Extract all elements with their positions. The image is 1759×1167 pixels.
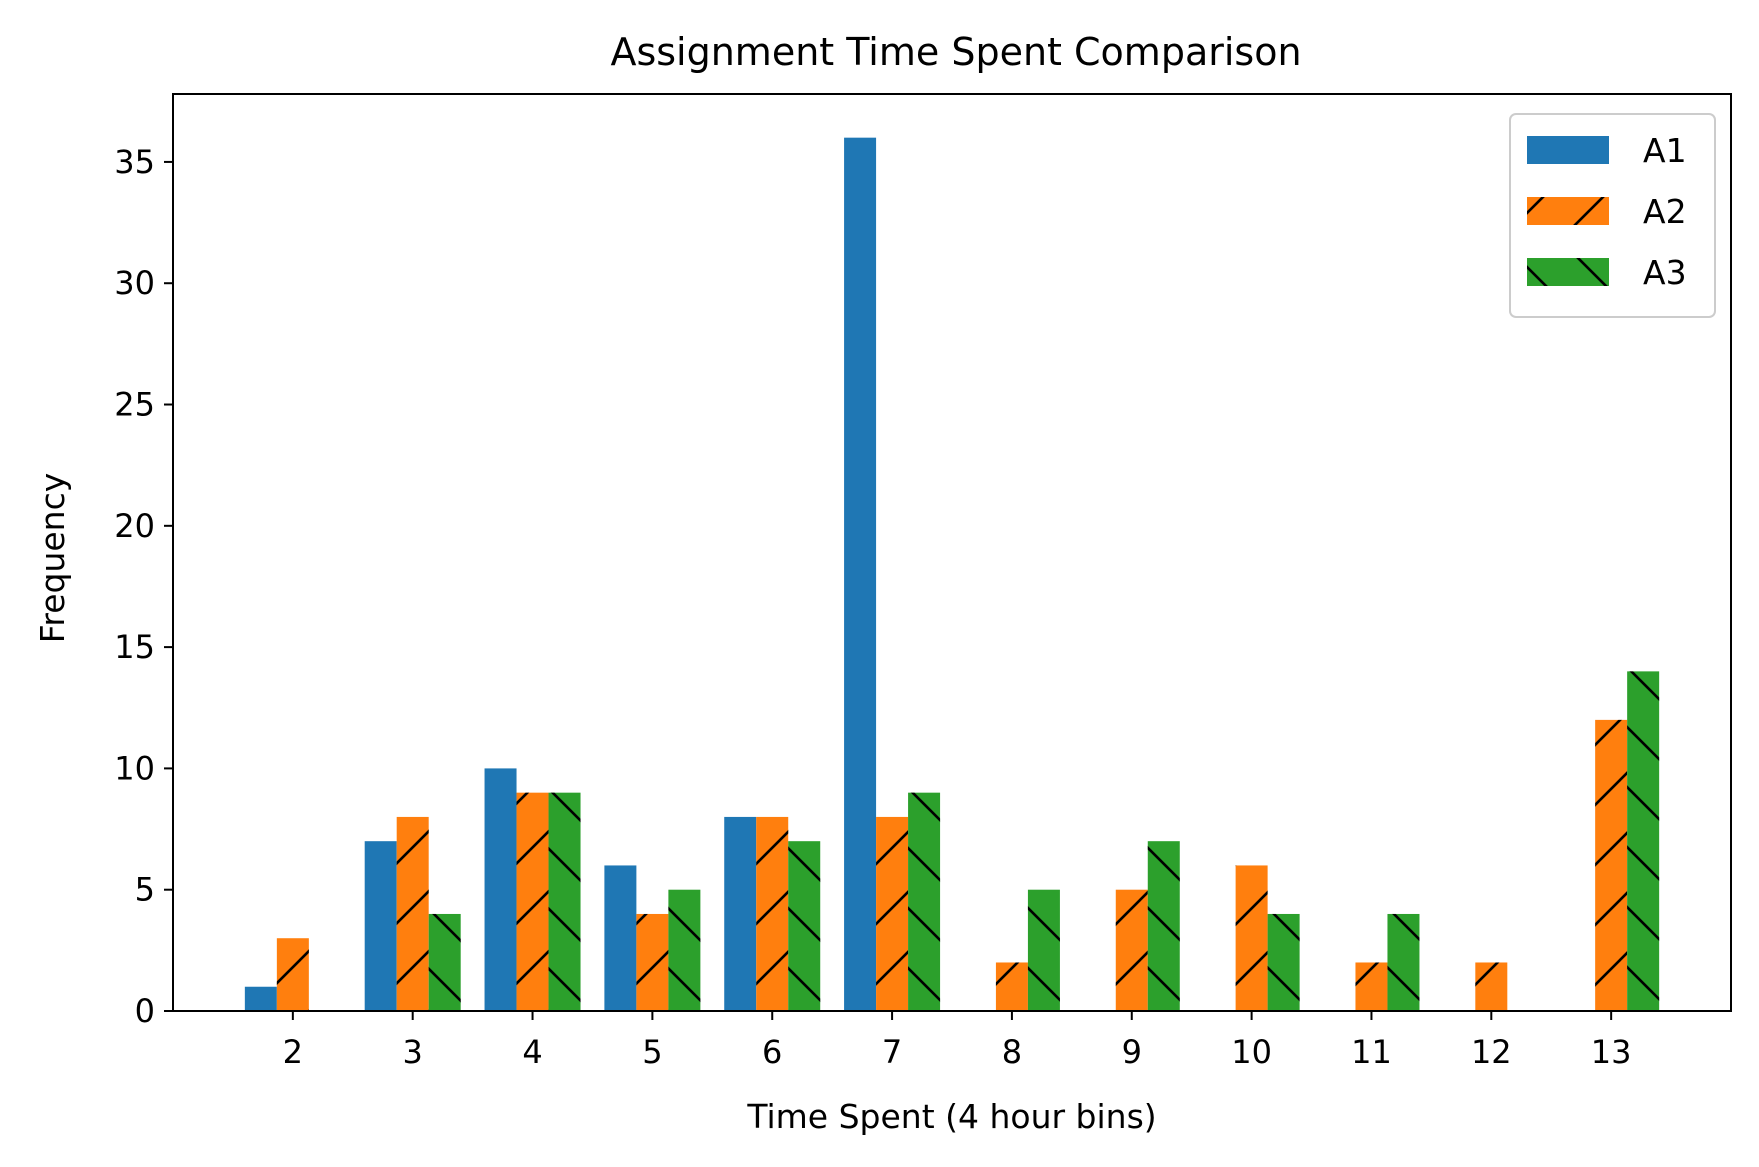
x-tick-label: 13 [1591,1033,1632,1071]
y-tick-label: 15 [114,628,155,666]
bar-a2-10 [1235,865,1268,1011]
x-tick-label: 3 [403,1033,423,1071]
bar-a2-7 [876,816,909,1011]
bar-a2-3 [396,816,429,1011]
x-tick-label: 5 [642,1033,662,1071]
legend: A1 A2 A3 [1509,113,1716,318]
y-tick-label: 25 [114,386,155,424]
legend-label: A3 [1643,253,1687,292]
bar-a1-7 [844,137,877,1011]
bar-a3-11 [1387,913,1420,1011]
chart-title: Assignment Time Spent Comparison [610,30,1301,74]
x-tick-label: 10 [1231,1033,1272,1071]
x-tick-label: 4 [522,1033,542,1071]
bar-a3-13 [1627,671,1660,1011]
x-axis: 2 3 4 5 6 7 8 9 10 11 12 13 [283,1011,1632,1071]
bar-a1-5 [604,865,637,1011]
bar-a1-4 [484,768,517,1011]
x-tick-label: 2 [283,1033,303,1071]
x-tick-label: 7 [882,1033,902,1071]
x-tick-label: 9 [1122,1033,1142,1071]
bar-a1-3 [364,841,397,1011]
plot-area-frame [172,93,1732,1012]
x-tick-label: 12 [1471,1033,1512,1071]
bar-a2-11 [1355,962,1388,1011]
bar-a2-4 [516,792,549,1011]
y-axis-label: Frequency [33,473,72,643]
bar-a1-2 [244,986,277,1011]
bar-a2-6 [756,816,789,1011]
legend-item-a1: A1 [1527,131,1687,170]
bar-a3-7 [908,792,941,1011]
x-tick-label: 8 [1002,1033,1022,1071]
bar-a3-8 [1027,889,1060,1011]
bar-a2-8 [995,962,1028,1011]
bar-a3-3 [428,913,461,1011]
y-tick-label: 35 [114,143,155,181]
x-tick-label: 11 [1351,1033,1392,1071]
legend-swatch [1527,136,1609,164]
y-axis: 0 5 10 15 20 25 30 35 [114,143,173,1030]
x-tick-label: 6 [762,1033,782,1071]
bar-a2-13 [1595,719,1628,1011]
bars-layer [244,137,1660,1011]
y-tick-label: 30 [114,264,155,302]
x-axis-label: Time Spent (4 hour bins) [746,1097,1156,1136]
bar-a2-2 [276,938,309,1011]
y-tick-label: 0 [135,992,155,1030]
y-tick-label: 5 [135,871,155,909]
bar-a2-12 [1475,962,1508,1011]
y-tick-label: 10 [114,749,155,787]
bar-a3-4 [548,792,581,1011]
bar-a2-5 [636,913,669,1011]
legend-item-a2: A2 [1527,192,1687,231]
legend-item-a3: A3 [1527,253,1687,292]
legend-label: A2 [1643,192,1687,231]
bar-a3-6 [788,841,821,1011]
legend-label: A1 [1643,131,1687,170]
bar-a3-5 [668,889,701,1011]
bar-a1-6 [724,816,757,1011]
bar-a3-10 [1267,913,1300,1011]
y-tick-label: 20 [114,507,155,545]
bar-a2-9 [1115,889,1148,1011]
bar-a3-9 [1147,841,1180,1011]
